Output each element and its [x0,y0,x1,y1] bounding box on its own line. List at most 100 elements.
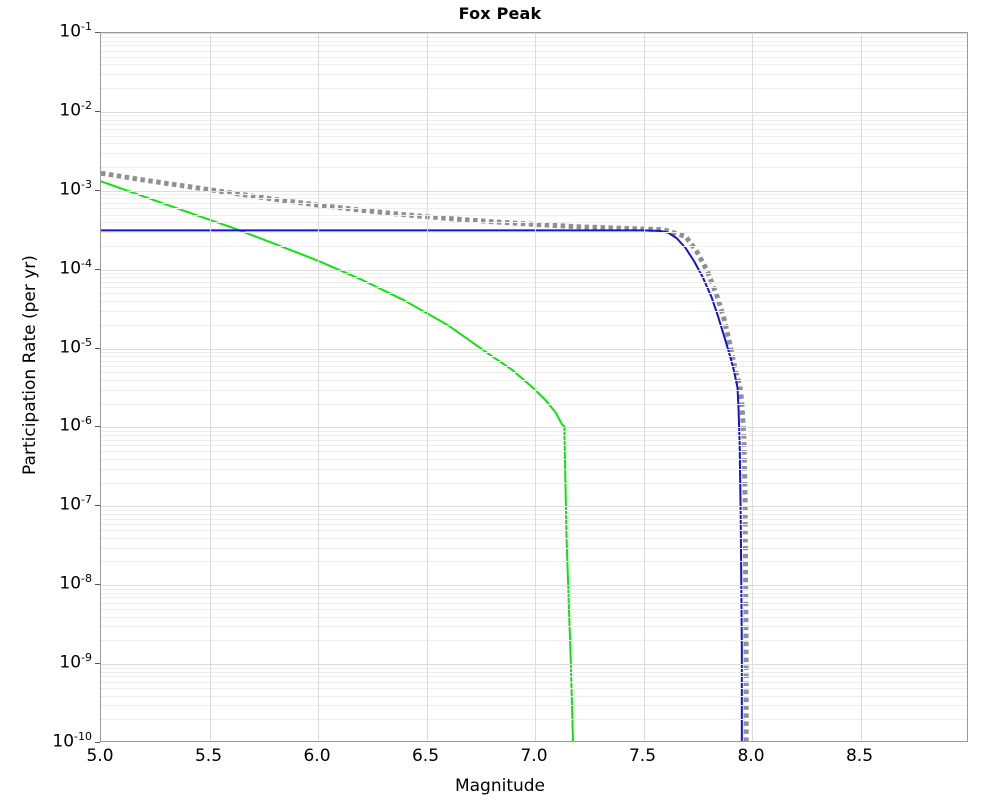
gridline-minor-y [101,592,967,594]
gridline-minor-y [101,372,967,374]
gridline-minor-y [101,143,967,145]
gridline-minor-y [101,273,967,275]
gridline-minor-y [101,451,967,453]
gridline-minor-y [101,56,967,58]
gridline-minor-y [101,208,967,210]
x-tick-label: 7.5 [628,746,657,766]
gridline-minor-y [101,667,967,669]
y-tick-label: 10-9 [59,651,92,673]
gridline-minor-y [101,676,967,678]
gridline-major-x [752,33,753,741]
gridline-minor-y [101,719,967,721]
gridline-minor-y [101,379,967,381]
x-axis-title: Magnitude [454,776,546,796]
gridline-minor-y [101,561,967,563]
gridline-major-y [101,111,967,113]
gridline-minor-y [101,389,967,391]
gridline-minor-y [101,671,967,673]
gridline-minor-y [101,115,967,117]
gridline-minor-y [101,640,967,642]
y-tick-label: 10-4 [59,256,92,279]
gridline-major-y [101,427,967,429]
y-tick-label: 10-3 [59,177,92,200]
gridline-minor-y [101,167,967,169]
gridline-minor-y [101,626,967,628]
gridline-minor-y [101,482,967,484]
y-tick-mark [95,347,100,349]
gridline-minor-y [101,352,967,354]
gridline-minor-y [101,468,967,470]
gridline-minor-y [101,588,967,590]
x-tick-label: 6.0 [303,746,331,766]
gridline-major-y [101,506,967,508]
y-tick-label: 10-6 [59,414,92,437]
gridline-minor-y [101,597,967,599]
x-tick-label: 5.5 [194,746,223,766]
gridline-minor-y [101,518,967,520]
gridline-minor-y [101,287,967,289]
gridline-minor-y [101,45,967,47]
gridline-minor-y [101,324,967,326]
gridline-minor-y [101,695,967,697]
y-tick-mark [95,584,100,586]
gridline-minor-y [101,602,967,604]
gridline-minor-y [101,366,967,368]
x-tick-label: 8.0 [737,746,765,766]
gridline-minor-y [101,681,967,683]
gridline-minor-y [101,222,967,224]
y-tick-mark [95,663,100,665]
gridline-major-x [643,33,645,741]
gridline-major-y [101,664,967,666]
gridline-minor-y [101,439,967,441]
gridline-minor-y [101,444,967,446]
gridline-minor-y [101,458,967,460]
y-tick-mark [95,742,100,743]
gridline-minor-y [101,64,967,66]
gridline-major-y [101,585,967,587]
gridline-minor-y [101,202,967,204]
gridline-minor-y [101,293,967,295]
gridline-major-y [101,190,967,192]
series-background-green [101,180,574,741]
gridline-minor-y [101,687,967,689]
y-tick-label: 10-10 [52,730,92,752]
gridline-minor-y [101,129,967,131]
gridline-major-y [101,33,967,34]
gridline-minor-y [101,88,967,90]
x-tick-label: 5.0 [86,746,114,766]
y-tick-label: 10-8 [59,572,92,594]
gridline-major-x [318,33,319,741]
gridline-minor-y [101,74,967,76]
gridline-major-x [860,33,862,741]
gridline-minor-y [101,153,967,155]
y-tick-mark [95,32,100,33]
y-tick-label: 10-2 [59,98,92,121]
gridline-major-y [101,348,967,350]
gridline-minor-y [101,245,967,247]
gridline-minor-y [101,616,967,618]
gridline-minor-y [101,119,967,121]
x-tick-label: 6.5 [411,746,440,766]
gridline-minor-y [101,301,967,303]
gridline-minor-y [101,523,967,525]
gridline-minor-y [101,135,967,137]
gridline-minor-y [101,360,967,362]
curves-layer [101,170,749,741]
y-tick-mark [95,426,100,428]
gridline-minor-y [101,356,967,358]
y-tick-label: 10-1 [59,20,92,42]
y-tick-label: 10-7 [59,493,92,515]
gridline-minor-y [101,40,967,42]
y-tick-mark [95,110,100,112]
x-tick-label: 7.0 [520,746,548,766]
gridline-minor-y [101,50,967,52]
plot-area [100,32,968,742]
gridline-minor-y [101,547,967,549]
y-tick-mark [95,505,100,507]
y-tick-label: 10-5 [59,335,92,358]
gridline-minor-y [101,530,967,532]
series-total-gray-dotted [101,170,749,741]
gridline-minor-y [101,310,967,312]
gridline-minor-y [101,194,967,196]
